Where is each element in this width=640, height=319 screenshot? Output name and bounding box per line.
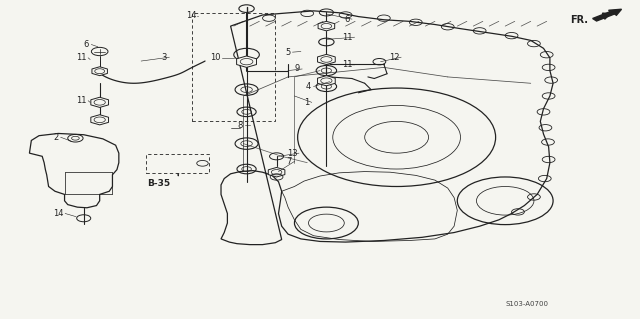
Text: B-35: B-35 bbox=[147, 179, 171, 188]
Text: 3: 3 bbox=[162, 53, 167, 62]
Text: 14: 14 bbox=[53, 209, 63, 218]
FancyArrow shape bbox=[593, 9, 621, 21]
Polygon shape bbox=[91, 115, 109, 125]
Text: 5: 5 bbox=[285, 48, 290, 57]
FancyBboxPatch shape bbox=[147, 154, 209, 173]
Text: 10: 10 bbox=[210, 53, 221, 62]
Polygon shape bbox=[317, 54, 335, 64]
Text: 1: 1 bbox=[304, 98, 309, 107]
Text: 6: 6 bbox=[84, 40, 89, 49]
Text: 12: 12 bbox=[389, 53, 399, 62]
Text: 9: 9 bbox=[294, 64, 300, 73]
Polygon shape bbox=[91, 97, 109, 108]
Polygon shape bbox=[317, 76, 335, 86]
Text: 2: 2 bbox=[53, 133, 58, 142]
Text: 11: 11 bbox=[342, 60, 353, 69]
Polygon shape bbox=[92, 67, 108, 76]
Polygon shape bbox=[237, 56, 257, 67]
Text: 8: 8 bbox=[237, 121, 243, 130]
Polygon shape bbox=[268, 167, 285, 177]
Text: 11: 11 bbox=[342, 33, 353, 42]
Text: 11: 11 bbox=[76, 53, 86, 62]
Text: S103-A0700: S103-A0700 bbox=[505, 301, 548, 307]
Text: 14: 14 bbox=[186, 11, 196, 20]
Text: 4: 4 bbox=[306, 82, 311, 91]
Polygon shape bbox=[318, 21, 335, 31]
Text: 13: 13 bbox=[287, 149, 298, 158]
Text: 7: 7 bbox=[287, 157, 292, 166]
Text: 11: 11 bbox=[76, 96, 86, 105]
Text: 6: 6 bbox=[344, 15, 349, 24]
Text: FR.: FR. bbox=[570, 15, 588, 25]
